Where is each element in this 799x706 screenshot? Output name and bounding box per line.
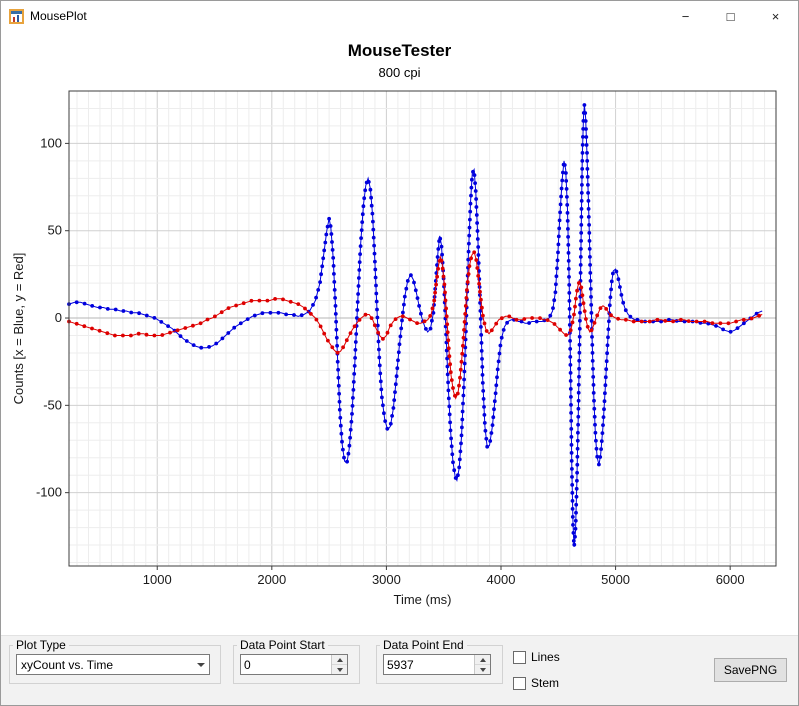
plot-type-group: Plot Type xyCount vs. Time [9,638,221,684]
stem-checkbox-label: Stem [531,676,560,690]
svg-text:Counts [x = Blue, y = Red]: Counts [x = Blue, y = Red] [11,253,26,405]
stem-checkbox-row: Stem [513,676,559,690]
data-point-end-label: Data Point End [383,638,464,652]
svg-text:0: 0 [55,310,62,325]
titlebar: MousePlot − □ × [1,1,798,31]
app-icon [9,8,24,24]
plot-type-label: Plot Type [16,638,66,652]
chevron-down-icon [192,655,209,674]
data-point-start-group: Data Point Start [233,638,360,684]
save-png-button[interactable]: SavePNG [714,658,787,682]
svg-text:1000: 1000 [143,572,172,587]
controls-panel: Plot Type xyCount vs. Time Data Point St… [1,635,798,705]
svg-text:6000: 6000 [716,572,745,587]
plot-type-value: xyCount vs. Time [21,657,114,672]
minimize-button[interactable]: − [663,1,708,31]
spin-down-icon[interactable] [332,664,347,674]
maximize-button[interactable]: □ [708,1,753,31]
plot-canvas: 1000 2000 3000 4000 5000 6000 -100 -50 0 50 100 Tim… [11,90,777,607]
spin-up-icon[interactable] [332,655,347,664]
window-controls: − □ × [663,1,798,31]
spin-down-icon[interactable] [475,664,490,674]
data-point-end-spinner [474,655,490,674]
svg-text:-100: -100 [36,485,62,500]
window-title: MousePlot [30,9,87,23]
svg-text:2000: 2000 [257,572,286,587]
plot-type-dropdown[interactable]: xyCount vs. Time [16,654,210,675]
svg-text:-50: -50 [43,397,62,412]
svg-text:50: 50 [48,223,62,238]
chart-title: MouseTester [347,41,452,60]
lines-checkbox-row: Lines [513,650,560,664]
data-point-start-input[interactable] [241,655,331,674]
svg-text:5000: 5000 [601,572,630,587]
lines-checkbox-label: Lines [531,650,560,664]
svg-text:100: 100 [40,135,62,150]
svg-text:Time (ms): Time (ms) [393,592,451,607]
spin-up-icon[interactable] [475,655,490,664]
data-point-start-label: Data Point Start [240,638,325,652]
data-point-start-spinner [331,655,347,674]
data-point-end-input[interactable] [384,655,474,674]
chart-subtitle: 800 cpi [378,65,421,80]
lines-checkbox[interactable] [513,650,526,664]
data-point-end-group: Data Point End [376,638,503,684]
svg-text:3000: 3000 [372,572,401,587]
stem-checkbox[interactable] [513,676,526,690]
close-button[interactable]: × [753,1,798,31]
svg-text:4000: 4000 [487,572,516,587]
